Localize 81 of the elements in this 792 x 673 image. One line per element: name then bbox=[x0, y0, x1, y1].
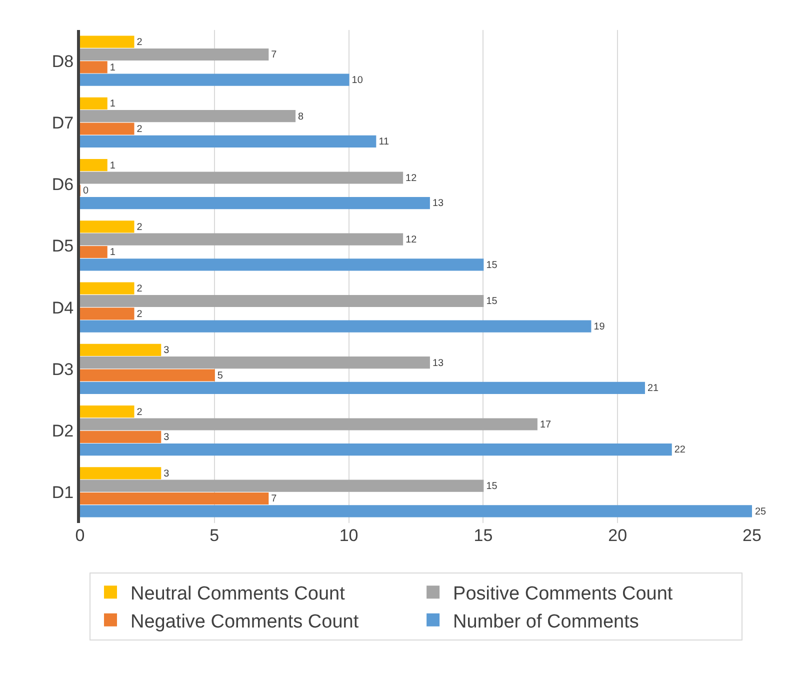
y-tick-label: D2 bbox=[52, 422, 74, 441]
data-label: 13 bbox=[432, 198, 444, 210]
bar bbox=[80, 97, 108, 110]
data-label: 2 bbox=[136, 284, 143, 295]
bar bbox=[80, 467, 162, 480]
legend-label: Neutral Comments Count bbox=[130, 584, 346, 605]
data-label: 10 bbox=[352, 74, 364, 86]
data-label: 1 bbox=[110, 98, 116, 110]
x-tick-label: 0 bbox=[75, 526, 85, 545]
bar bbox=[80, 443, 672, 456]
data-label: 15 bbox=[486, 481, 498, 492]
data-label: 3 bbox=[164, 468, 170, 480]
data-label: 22 bbox=[674, 444, 686, 456]
data-label: 17 bbox=[540, 419, 552, 430]
bar bbox=[80, 480, 484, 492]
legend-label: Number of Comments bbox=[453, 611, 639, 632]
bar bbox=[80, 74, 350, 86]
data-label: 5 bbox=[217, 370, 224, 382]
bar bbox=[80, 135, 376, 148]
y-tick-label: D1 bbox=[52, 483, 74, 502]
x-tick-label: 20 bbox=[608, 526, 628, 545]
data-label: 2 bbox=[136, 124, 143, 135]
legend-label: Positive Comments Count bbox=[453, 584, 674, 605]
x-tick-label: 15 bbox=[474, 526, 493, 545]
data-label: 2 bbox=[136, 308, 143, 320]
data-label: 3 bbox=[164, 345, 170, 356]
y-tick-label: D8 bbox=[52, 52, 74, 71]
data-label: 3 bbox=[164, 432, 170, 444]
bar bbox=[80, 320, 592, 332]
data-label: 1 bbox=[110, 160, 116, 172]
data-label: 11 bbox=[378, 136, 390, 148]
data-label: 7 bbox=[271, 494, 278, 505]
bar bbox=[80, 258, 484, 271]
y-tick-label: D5 bbox=[52, 236, 74, 256]
data-label: 15 bbox=[486, 260, 498, 271]
data-label: 8 bbox=[298, 111, 304, 122]
data-label: 7 bbox=[271, 50, 278, 61]
data-label: 2 bbox=[136, 222, 143, 233]
data-label: 0 bbox=[83, 186, 90, 197]
bar bbox=[80, 48, 269, 61]
y-tick-label: D6 bbox=[52, 175, 74, 194]
bar bbox=[80, 492, 269, 505]
bar bbox=[80, 382, 645, 394]
data-label: 15 bbox=[486, 296, 498, 308]
data-label: 19 bbox=[594, 321, 606, 332]
y-tick-label: D4 bbox=[52, 298, 74, 318]
y-tick-label: D7 bbox=[52, 113, 74, 132]
bar bbox=[80, 36, 134, 48]
x-tick-label: 5 bbox=[210, 526, 220, 545]
bar bbox=[80, 122, 134, 135]
bar bbox=[80, 344, 162, 356]
bar bbox=[80, 282, 134, 294]
data-label: 21 bbox=[647, 383, 660, 394]
bar bbox=[80, 369, 215, 382]
y-tick-label: D3 bbox=[52, 360, 74, 379]
bar bbox=[80, 220, 134, 233]
data-label: 2 bbox=[136, 406, 143, 418]
data-label: 1 bbox=[110, 247, 116, 258]
bar bbox=[80, 406, 134, 418]
data-label: 25 bbox=[755, 506, 767, 518]
data-label: 1 bbox=[110, 62, 116, 74]
data-label: 13 bbox=[432, 358, 444, 369]
x-tick-label: 10 bbox=[339, 526, 358, 545]
data-label: 2 bbox=[136, 37, 143, 48]
bar bbox=[80, 61, 108, 74]
data-label: 12 bbox=[406, 234, 418, 246]
data-label: 12 bbox=[406, 172, 418, 184]
bar bbox=[80, 505, 752, 518]
bar bbox=[80, 159, 108, 172]
bar bbox=[80, 110, 296, 122]
legend-label: Negative Comments Count bbox=[130, 611, 360, 632]
bar bbox=[80, 294, 484, 308]
bar bbox=[80, 196, 430, 210]
bar bbox=[80, 308, 134, 320]
bar bbox=[80, 418, 538, 430]
bar bbox=[80, 246, 108, 258]
bar bbox=[80, 172, 404, 184]
bar bbox=[80, 233, 404, 246]
bar bbox=[80, 356, 430, 369]
bar bbox=[80, 430, 162, 443]
x-tick-label: 25 bbox=[742, 526, 762, 545]
